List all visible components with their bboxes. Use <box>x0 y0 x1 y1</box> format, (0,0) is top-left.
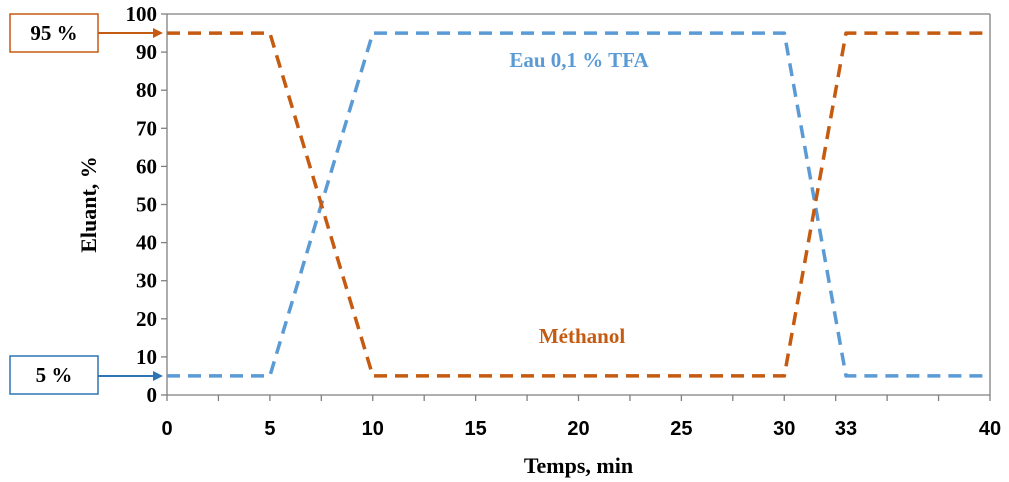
series-labels: Eau 0,1 % TFA Méthanol <box>509 48 649 348</box>
x-tick-label: 15 <box>465 418 487 440</box>
x-tick-label: 40 <box>979 418 1001 440</box>
x-tick-label: 33 <box>835 418 857 440</box>
series-line-methanol <box>167 31 990 378</box>
x-tick-label: 20 <box>567 418 589 440</box>
y-axis-title: Eluant, % <box>76 156 101 253</box>
axes <box>161 13 991 401</box>
y-tick-label: 90 <box>136 40 157 64</box>
callout-arrow-head <box>153 28 163 39</box>
y-tick-label: 80 <box>136 78 157 102</box>
callouts: 95 % 5 % <box>9 13 163 395</box>
x-tick-label: 25 <box>670 418 692 440</box>
callout-label: 95 % <box>30 21 77 45</box>
callout-label: 5 % <box>36 363 73 387</box>
x-tick-label: 0 <box>161 418 172 440</box>
y-tick-label: 0 <box>147 383 158 407</box>
x-tick-label: 30 <box>773 418 795 440</box>
y-tick-label: 40 <box>136 231 157 255</box>
series-label-eau: Eau 0,1 % TFA <box>509 48 649 72</box>
x-tick-label: 10 <box>362 418 384 440</box>
x-tick-label: 5 <box>264 418 275 440</box>
tick-labels: 0 10 20 30 40 50 60 70 80 90 100 0 5 10 15 20 25 30 33 40 <box>126 2 1002 440</box>
y-tick-label: 50 <box>136 193 157 217</box>
y-tick-label: 60 <box>136 154 157 178</box>
y-tick-label: 100 <box>126 2 158 26</box>
callout-arrow-head <box>153 370 163 381</box>
y-tick-label: 30 <box>136 269 157 293</box>
x-axis-title: Temps, min <box>524 453 633 478</box>
y-tick-label: 20 <box>136 307 157 331</box>
y-tick-label: 10 <box>136 345 157 369</box>
series-label-methanol: Méthanol <box>539 324 625 348</box>
callout-box <box>9 13 99 53</box>
y-tick-label: 70 <box>136 116 157 140</box>
series-lines <box>167 31 990 378</box>
series-line-eau <box>167 31 990 378</box>
